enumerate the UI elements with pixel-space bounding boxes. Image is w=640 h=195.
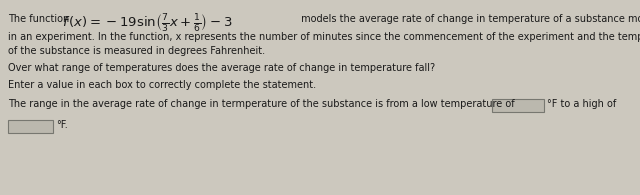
- Text: Enter a value in each box to correctly complete the statement.: Enter a value in each box to correctly c…: [8, 80, 316, 90]
- FancyBboxPatch shape: [492, 99, 544, 112]
- Text: of the substance is measured in degrees Fahrenheit.: of the substance is measured in degrees …: [8, 46, 265, 56]
- Text: Over what range of temperatures does the average rate of change in temperature f: Over what range of temperatures does the…: [8, 63, 435, 73]
- Text: °F.: °F.: [56, 120, 68, 130]
- FancyBboxPatch shape: [8, 120, 53, 133]
- Text: models the average rate of change in temperature of a substance monitored: models the average rate of change in tem…: [298, 14, 640, 24]
- Text: The function: The function: [8, 14, 72, 24]
- Text: The range in the average rate of change in termperature of the substance is from: The range in the average rate of change …: [8, 99, 515, 109]
- Text: °F to a high of: °F to a high of: [547, 99, 616, 109]
- Text: in an experiment. In the function, x represents the number of minutes since the : in an experiment. In the function, x rep…: [8, 32, 640, 42]
- Text: $f\,(x) = -19\sin\!\left(\frac{7}{3}x + \frac{1}{6}\right) - 3$: $f\,(x) = -19\sin\!\left(\frac{7}{3}x + …: [62, 12, 232, 34]
